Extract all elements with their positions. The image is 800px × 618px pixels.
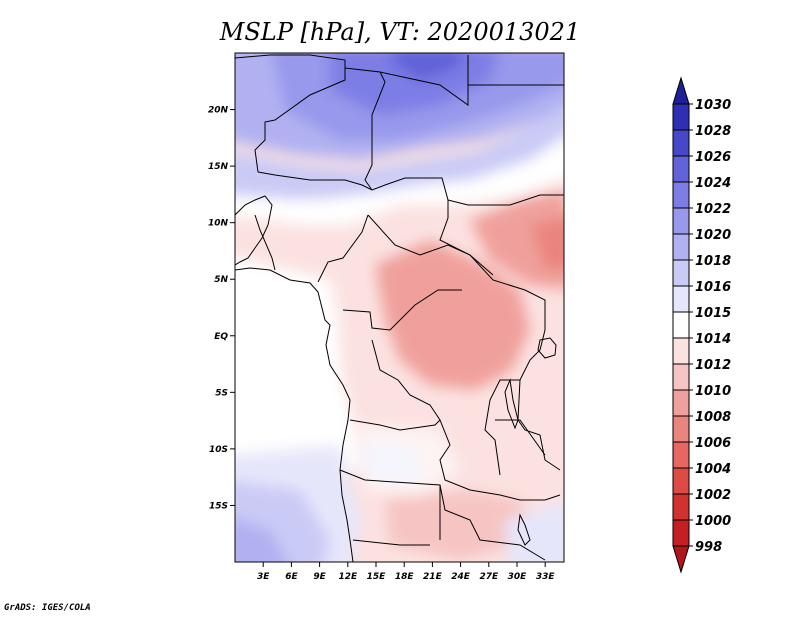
colorbar-segment [672, 181, 690, 209]
chart-title: MSLP [hPa], VT: 2020013021 [219, 18, 581, 46]
y-tick-label: 15S [209, 501, 228, 511]
region-sudan-core [530, 217, 564, 270]
colorbar-label: 1000 [695, 514, 731, 529]
colorbar-label: 1020 [695, 228, 731, 243]
y-tick-label: 20N [208, 106, 229, 116]
colorbar-label: 1026 [695, 150, 731, 165]
colorbar-label: 1006 [695, 436, 731, 451]
y-tick-label: 10S [209, 445, 228, 455]
colorbar-label: 1022 [695, 202, 731, 217]
colorbar-label: 1018 [695, 254, 731, 269]
region-sahara-1026 [392, 53, 466, 80]
colorbar-label: 1004 [695, 462, 731, 477]
colorbar-label: 1012 [695, 358, 731, 373]
border-central [254, 214, 561, 501]
colorbar-segment [672, 311, 690, 339]
coastlines-borders [235, 54, 564, 562]
colorbar-segment [672, 259, 690, 287]
x-tick-label: 12E [338, 572, 358, 582]
x-tick-label: 21E [423, 572, 443, 582]
colorbar-segment [672, 129, 690, 157]
region-south-atlantic-1020 [235, 518, 288, 562]
x-tick-label: 9E [313, 572, 326, 582]
colorbar-segment [672, 155, 690, 183]
lake-malawi [517, 513, 531, 546]
lake-victoria [537, 337, 557, 359]
x-tick-label: 33E [536, 572, 556, 582]
x-tick-label: 3E [257, 572, 270, 582]
colorbar-label: 998 [695, 540, 722, 555]
colorbar-label: 1002 [695, 488, 731, 503]
x-axis: 3E 6E 9E 12E 15E 18E 21E 24E 27E 30E 33E [257, 562, 555, 582]
colorbar-label: 1010 [695, 384, 731, 399]
region-sudan-1009 [470, 190, 564, 290]
colorbar-segment [672, 207, 690, 235]
colorbar: 998 1000 1002 1004 1006 1008 1010 1012 1014 1015 1… [672, 76, 731, 574]
region-sahel-1015 [235, 122, 564, 225]
x-tick-label: 18E [395, 572, 415, 582]
colorbar-label: 1024 [695, 176, 731, 191]
colorbar-segment [672, 467, 690, 495]
colorbar-segment [672, 363, 690, 391]
region-angola-white [360, 425, 460, 495]
colorbar-label: 1015 [695, 306, 731, 321]
colorbar-segment [672, 493, 690, 521]
colorbar-segment [672, 337, 690, 365]
colorbar-segment [672, 389, 690, 417]
colorbar-label: 1016 [695, 280, 731, 295]
y-tick-label: EQ [214, 332, 228, 342]
y-tick-label: 5S [215, 388, 228, 398]
lake-tanganyika [504, 378, 519, 430]
colorbar-label: 1030 [695, 98, 731, 113]
y-tick-label: 15N [208, 162, 229, 172]
region-sahel-1018 [235, 102, 564, 200]
colorbar-segment [672, 76, 690, 105]
x-tick-label: 30E [508, 572, 528, 582]
border-sahel [257, 171, 564, 276]
x-tick-label: 6E [285, 572, 298, 582]
x-tick-label: 27E [479, 572, 499, 582]
x-tick-label: 15E [367, 572, 387, 582]
colorbar-segment [672, 233, 690, 261]
colorbar-segment [672, 285, 690, 313]
map-frame [234, 52, 565, 563]
grads-credit: GrADS: IGES/COLA [4, 603, 91, 613]
colorbar-segment [672, 103, 690, 131]
x-tick-label: 24E [451, 572, 471, 582]
region-atlantic-1014 [235, 257, 360, 470]
coastline [235, 195, 354, 562]
y-tick-label: 10N [208, 219, 229, 229]
colorbar-label: 1028 [695, 124, 731, 139]
border-sahara [235, 54, 564, 191]
colorbar-label: 1008 [695, 410, 731, 425]
colorbar-segment [672, 519, 690, 547]
y-axis: 20N 15N 10N 5N EQ 5S 10S 15S [208, 106, 235, 511]
pressure-field [235, 53, 564, 562]
colorbar-segment [672, 415, 690, 443]
y-tick-label: 5N [214, 275, 228, 285]
colorbar-label: 1014 [695, 332, 731, 347]
colorbar-segment [672, 441, 690, 469]
border-south [339, 419, 546, 561]
colorbar-segment [672, 545, 690, 574]
